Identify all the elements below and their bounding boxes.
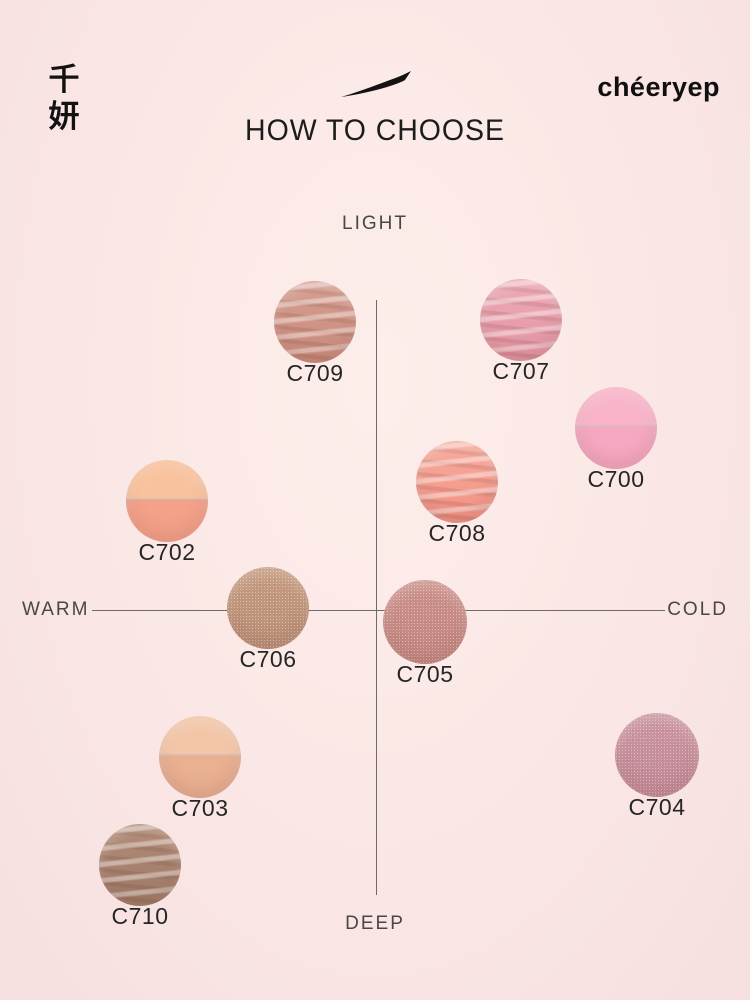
horizontal-axis-line <box>92 610 665 611</box>
brand-logo-chinese: 千妍 <box>48 62 80 135</box>
swatch-label: C700 <box>587 466 645 492</box>
swatch-label: C708 <box>428 520 486 546</box>
swatch-circle <box>480 279 562 361</box>
page-title: HOW TO CHOOSE <box>245 114 505 147</box>
axis-label-cold: COLD <box>667 599 728 620</box>
shade-swatch-c705: C705 <box>383 580 467 687</box>
swatch-circle <box>575 387 657 469</box>
brush-stroke-icon <box>341 71 411 97</box>
swatch-label: C703 <box>171 795 229 821</box>
shade-swatch-c704: C704 <box>615 713 699 820</box>
swatch-circle <box>274 281 356 363</box>
axis-label-deep: DEEP <box>345 913 405 934</box>
swatch-label: C705 <box>396 661 454 687</box>
swatch-label: C707 <box>492 358 550 384</box>
swatch-circle <box>159 716 241 798</box>
axis-label-warm: WARM <box>22 599 90 620</box>
shade-swatch-c706: C706 <box>227 567 309 672</box>
brand-logo-english: chéeryep <box>597 72 720 102</box>
swatch-circle <box>227 567 309 649</box>
swatch-label: C709 <box>286 360 344 386</box>
shade-swatch-c710: C710 <box>99 824 181 929</box>
axis-label-light: LIGHT <box>342 213 408 234</box>
swatch-circle <box>615 713 699 797</box>
shade-swatch-c703: C703 <box>159 716 241 821</box>
swatch-label: C704 <box>628 794 686 820</box>
shade-swatch-c709: C709 <box>274 281 356 386</box>
swatch-circle <box>416 441 498 523</box>
vertical-axis-line <box>376 300 377 895</box>
shade-swatch-c707: C707 <box>480 279 562 384</box>
swatch-circle <box>126 460 208 542</box>
swatch-label: C710 <box>111 903 169 929</box>
shade-swatch-c702: C702 <box>126 460 208 565</box>
swatch-circle <box>383 580 467 664</box>
shade-swatch-c700: C700 <box>575 387 657 492</box>
swatch-label: C706 <box>239 646 297 672</box>
swatch-circle <box>99 824 181 906</box>
swatch-label: C702 <box>138 539 196 565</box>
shade-swatch-c708: C708 <box>416 441 498 546</box>
